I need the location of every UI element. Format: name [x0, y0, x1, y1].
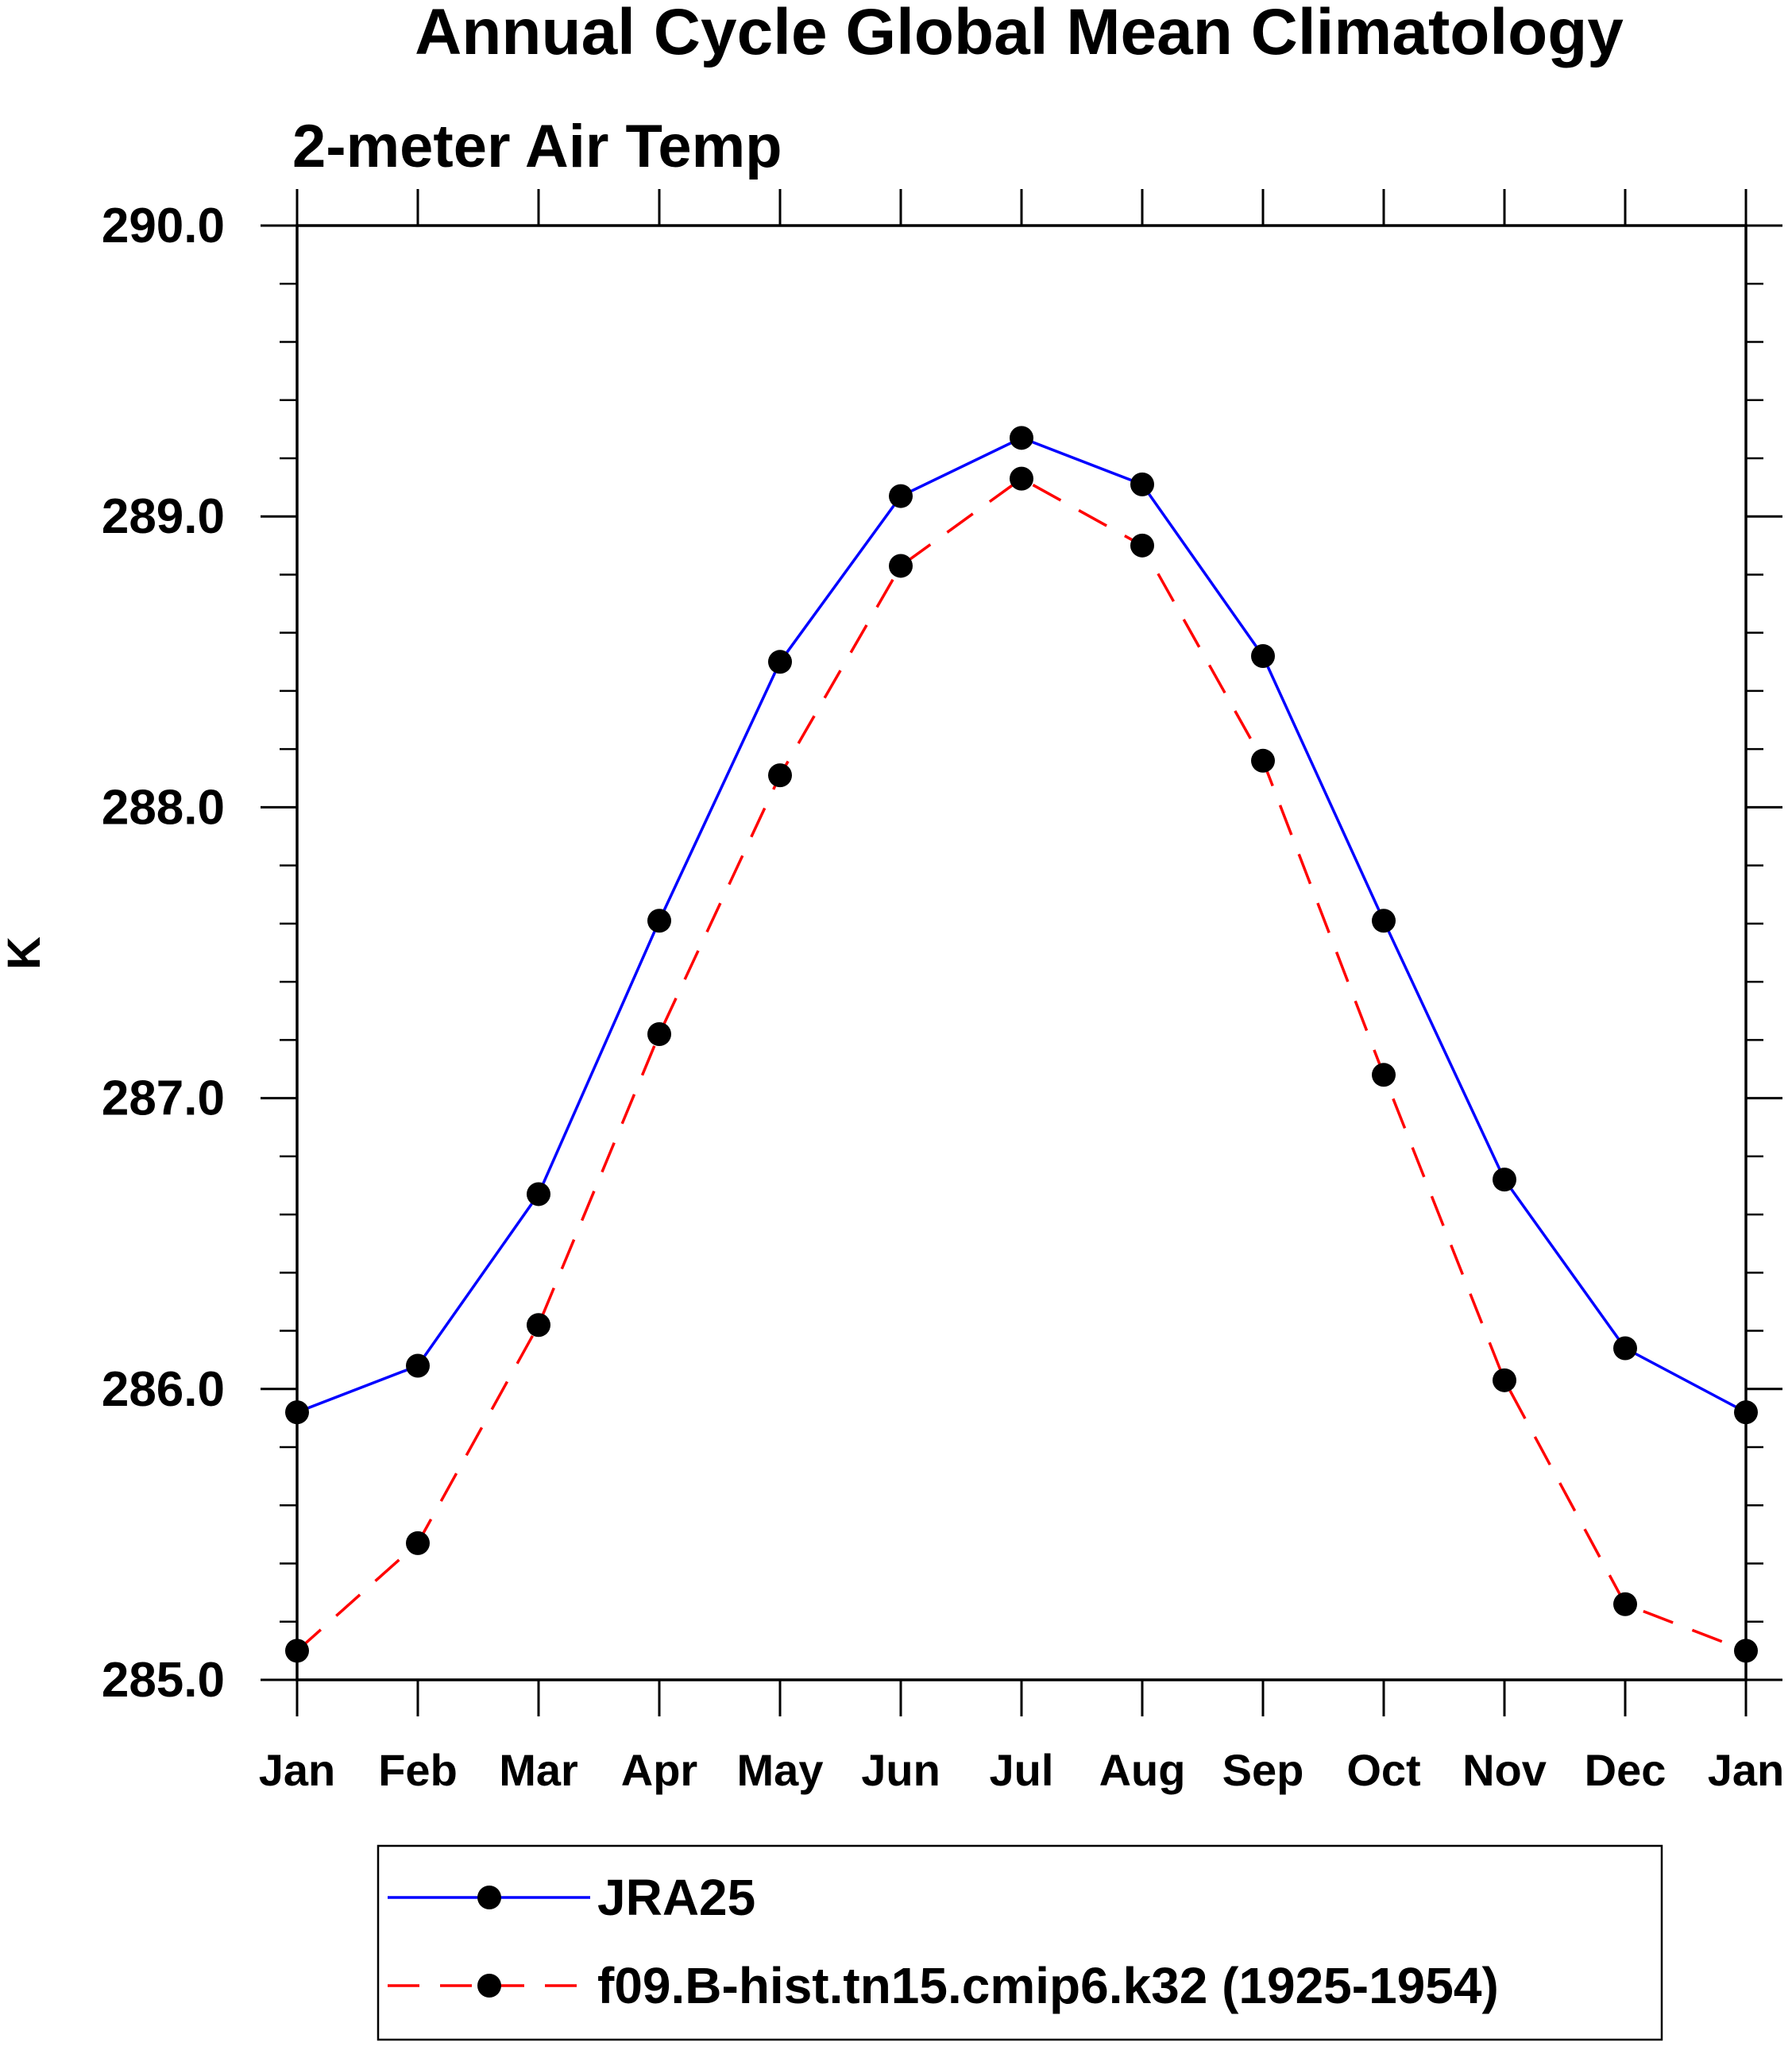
axes: Jan Feb Mar Apr May Jun Jul Aug Sep Oct Nov Dec Jan 2… — [102, 189, 1784, 1795]
data-point-series-1 — [1130, 533, 1154, 558]
chart-subtitle: 2-meter Air Temp — [292, 113, 782, 180]
data-point-series-1 — [768, 763, 792, 788]
y-tick-label: 290.0 — [102, 199, 225, 253]
legend-box — [377, 1844, 1663, 2041]
x-tick-label: Jan — [1708, 1745, 1785, 1795]
x-tick-label: Mar — [499, 1745, 578, 1795]
data-point-series-0 — [527, 1182, 550, 1206]
legend-entry-jra25: JRA25 — [388, 1869, 755, 1926]
legend-label-model: f09.B-hist.tn15.cmip6.k32 (1925-1954) — [597, 1957, 1499, 2014]
data-point-series-0 — [1613, 1336, 1637, 1361]
data-point-series-0 — [768, 650, 792, 674]
data-point-series-1 — [1613, 1592, 1637, 1616]
x-tick-label: Aug — [1099, 1745, 1186, 1795]
plot-frame — [295, 224, 1748, 1681]
x-tick-label: Oct — [1346, 1745, 1420, 1795]
data-point-series-1 — [889, 554, 913, 578]
y-tick-label: 288.0 — [102, 780, 225, 835]
x-tick-label: May — [737, 1745, 824, 1795]
x-tick-label: Nov — [1462, 1745, 1547, 1795]
data-point-series-0 — [1372, 909, 1396, 933]
data-point-series-1 — [1010, 466, 1033, 491]
y-tick-label: 285.0 — [102, 1653, 225, 1708]
data-point-series-1 — [527, 1313, 550, 1338]
x-tick-label: Apr — [621, 1745, 697, 1795]
legend: JRA25 f09.B-hist.tn15.cmip6.k32 (1925-19… — [377, 1844, 1663, 2041]
x-tick-label: Jul — [990, 1745, 1054, 1795]
y-tick-label: 289.0 — [102, 489, 225, 544]
data-point-series-1 — [1372, 1063, 1396, 1087]
data-point-series-1 — [1493, 1368, 1516, 1392]
data-point-series-0 — [1251, 643, 1275, 668]
data-point-series-0 — [1130, 472, 1154, 496]
y-tick-label: 286.0 — [102, 1362, 225, 1417]
data-point-series-0 — [406, 1353, 430, 1378]
legend-label-jra25: JRA25 — [597, 1869, 755, 1926]
data-point-series-0 — [647, 909, 671, 933]
data-point-series-0 — [1493, 1168, 1516, 1192]
legend-marker-model — [477, 1974, 501, 1998]
x-tick-label: Feb — [378, 1745, 458, 1795]
y-tick-label: 287.0 — [102, 1071, 225, 1126]
data-point-series-1 — [1251, 748, 1275, 773]
data-point-series-1 — [406, 1531, 430, 1555]
legend-marker-jra25 — [477, 1886, 501, 1909]
data-point-series-0 — [889, 484, 913, 508]
chart-title: Annual Cycle Global Mean Climatology — [415, 0, 1624, 68]
legend-entry-model: f09.B-hist.tn15.cmip6.k32 (1925-1954) — [388, 1957, 1499, 2014]
data-point-series-1 — [647, 1022, 671, 1047]
x-tick-label: Jan — [259, 1745, 336, 1795]
x-tick-label: Sep — [1222, 1745, 1304, 1795]
x-tick-label: Dec — [1585, 1745, 1666, 1795]
y-axis-label: K — [0, 936, 50, 970]
x-tick-label: Jun — [861, 1745, 940, 1795]
data-point-series-0 — [1010, 426, 1033, 450]
